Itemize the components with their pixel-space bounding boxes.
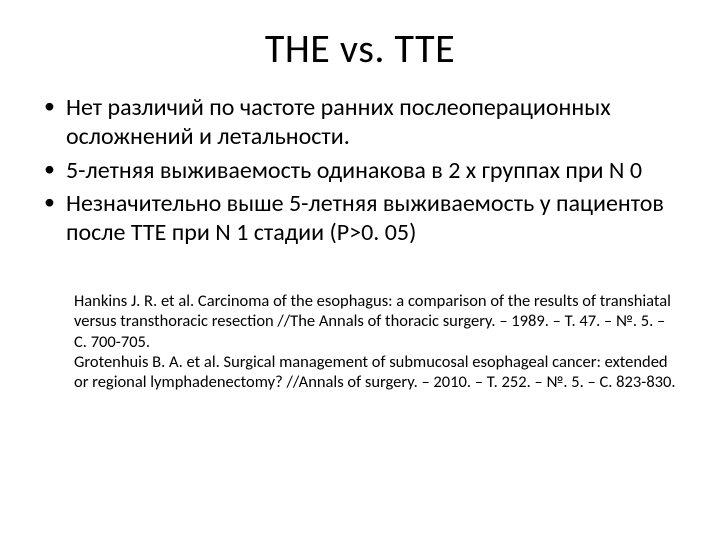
list-item: Нет различий по частоте ранних послеопер… xyxy=(40,93,680,152)
slide-title: THE vs. TTE xyxy=(40,24,680,73)
bullet-list: Нет различий по частоте ранних послеопер… xyxy=(40,93,680,251)
list-item: Незначительно выше 5-летняя выживаемость… xyxy=(40,189,680,248)
reference-item: Hankins J. R. et al. Carcinoma of the es… xyxy=(74,291,676,351)
reference-item: Grotenhuis B. A. et al. Surgical managem… xyxy=(74,352,676,392)
references-block: Hankins J. R. et al. Carcinoma of the es… xyxy=(40,291,680,392)
list-item: 5-летняя выживаемость одинакова в 2 х гр… xyxy=(40,156,680,185)
slide: THE vs. TTE Нет различий по частоте ранн… xyxy=(0,0,720,540)
